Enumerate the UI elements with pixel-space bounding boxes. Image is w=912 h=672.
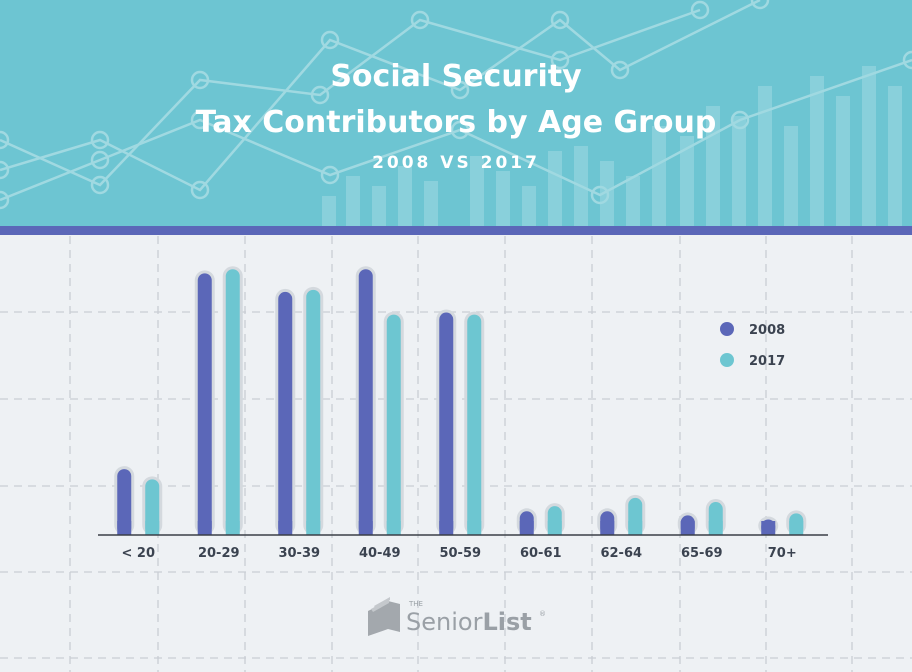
- x-tick-label-60-61: 60-61: [520, 546, 562, 561]
- bars: [114, 266, 807, 535]
- bar-2008-40-49: [358, 269, 373, 535]
- bar-base-2008-40-49: [358, 521, 373, 535]
- senior-list-logo: THE SeniorList ®: [368, 597, 546, 636]
- logo-registered-mark: ®: [539, 610, 546, 618]
- logo-text: SeniorList: [406, 608, 532, 636]
- header-stripe: [0, 226, 912, 235]
- legend: 2008 2017: [720, 322, 785, 369]
- legend-marker-2017: [720, 353, 734, 367]
- bar-base-2017-62-64: [628, 521, 643, 535]
- header-background: [0, 0, 912, 226]
- bar-base-2017-70: [789, 521, 804, 535]
- bar-2008-30-39: [278, 291, 293, 535]
- bar-base-2008-60-61: [519, 521, 534, 535]
- bar-2017-40-49: [386, 314, 401, 535]
- chart-title-line-1: Social Security: [330, 59, 582, 94]
- legend-label-2017: 2017: [749, 354, 785, 369]
- bar-2017-50-59: [467, 314, 482, 535]
- x-tick-label-30-39: 30-39: [278, 546, 320, 561]
- x-tick-label-20: < 20: [121, 546, 155, 561]
- bar-2008-20-29: [197, 273, 212, 535]
- chart-title-line-2: Tax Contributors by Age Group: [196, 105, 717, 140]
- header-decoration: [0, 0, 912, 226]
- bar-2008-20: [117, 469, 132, 535]
- chart-subtitle: 2008 VS 2017: [372, 153, 540, 173]
- x-axis-labels: < 20 20-29 30-39 40-49 50-59 60-61 62-64 65-69 7…: [121, 546, 796, 561]
- bar-base-2008-62-64: [600, 521, 615, 535]
- grid: [0, 236, 912, 672]
- book-icon: [368, 597, 400, 636]
- bar-base-2017-20: [145, 521, 160, 535]
- bar-2008-50-59: [439, 312, 454, 535]
- bar-base-2008-20: [117, 521, 132, 535]
- x-tick-label-65-69: 65-69: [681, 546, 723, 561]
- bar-base-2017-20-29: [225, 521, 240, 535]
- logo-word-senior: Senior: [406, 608, 483, 636]
- bar-base-2008-20-29: [197, 521, 212, 535]
- x-tick-label-50-59: 50-59: [439, 546, 481, 561]
- logo-prefix: THE: [408, 600, 423, 608]
- bar-base-2008-50-59: [439, 521, 454, 535]
- bar-base-2008-30-39: [278, 521, 293, 535]
- legend-marker-2008: [720, 322, 734, 336]
- bar-base-2008-65-69: [680, 521, 695, 535]
- bar-base-2017-30-39: [306, 521, 321, 535]
- x-tick-label-62-64: 62-64: [600, 546, 642, 561]
- logo-word-list: List: [482, 608, 531, 636]
- bar-base-2017-65-69: [708, 521, 723, 535]
- x-tick-label-70: 70+: [768, 546, 797, 561]
- bar-base-2008-70: [761, 521, 776, 535]
- bar-2017-30-39: [306, 289, 321, 535]
- bar-base-2017-60-61: [547, 521, 562, 535]
- legend-label-2008: 2008: [749, 323, 785, 338]
- bar-base-2017-40-49: [386, 521, 401, 535]
- bar-2017-20-29: [225, 269, 240, 535]
- x-tick-label-40-49: 40-49: [359, 546, 401, 561]
- x-tick-label-20-29: 20-29: [198, 546, 240, 561]
- bar-base-2017-50-59: [467, 521, 482, 535]
